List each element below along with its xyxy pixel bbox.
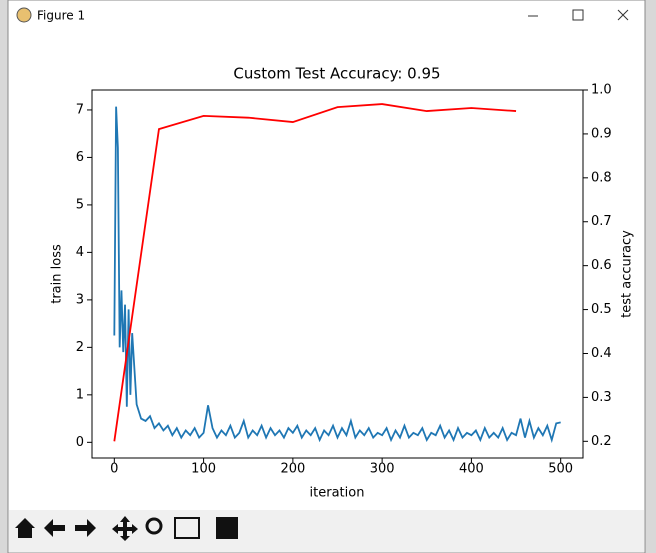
y-axis-label: train loss [50,244,65,304]
chart-title: Custom Test Accuracy: 0.95 [233,65,440,83]
x-tick-label: 100 [191,462,216,477]
pan-button[interactable] [112,516,138,541]
axes-frame [91,89,584,459]
y2-tick-label: 0.8 [591,170,612,185]
y2-tick-label: 0.7 [591,214,612,229]
home-button[interactable] [15,518,35,538]
y-tick-label: 3 [76,292,84,307]
x-tick-label: 400 [459,462,484,477]
y-tick-label: 1 [76,387,84,402]
save-button[interactable] [216,517,238,539]
x-tick-label: 300 [370,462,395,477]
y-tick-label: 7 [76,102,84,117]
back-button[interactable] [44,519,65,537]
y2-tick-label: 0.5 [591,302,612,317]
y2-tick-label: 1.0 [591,83,612,98]
y2-tick-label: 0.6 [591,258,612,273]
x-axis-label: iteration [310,486,365,501]
y2-tick-label: 0.9 [591,126,612,141]
data-line [113,103,517,442]
y2-tick-label: 0.4 [591,346,612,361]
y2-axis-label: test accuracy [620,230,635,318]
y-tick-label: 2 [76,340,84,355]
y-tick-label: 4 [76,245,84,260]
data-line [113,106,561,444]
x-tick-label: 200 [280,462,305,477]
y-tick-label: 6 [76,150,84,165]
y2-tick-label: 0.3 [591,390,612,405]
forward-button[interactable] [75,519,96,537]
y-tick-label: 0 [76,435,84,450]
y-tick-label: 5 [76,197,84,212]
maximize-button[interactable] [572,9,584,21]
configure-button[interactable] [174,517,200,539]
window-title: Figure 1 [37,9,85,23]
toolbar-buttons [15,516,238,541]
app-icon [16,7,32,23]
close-button[interactable] [617,9,629,21]
x-tick-label: 0 [110,462,118,477]
zoom-button[interactable] [145,517,163,535]
y2-tick-label: 0.2 [591,434,612,449]
x-tick-label: 500 [548,462,573,477]
toolbar [9,510,644,552]
